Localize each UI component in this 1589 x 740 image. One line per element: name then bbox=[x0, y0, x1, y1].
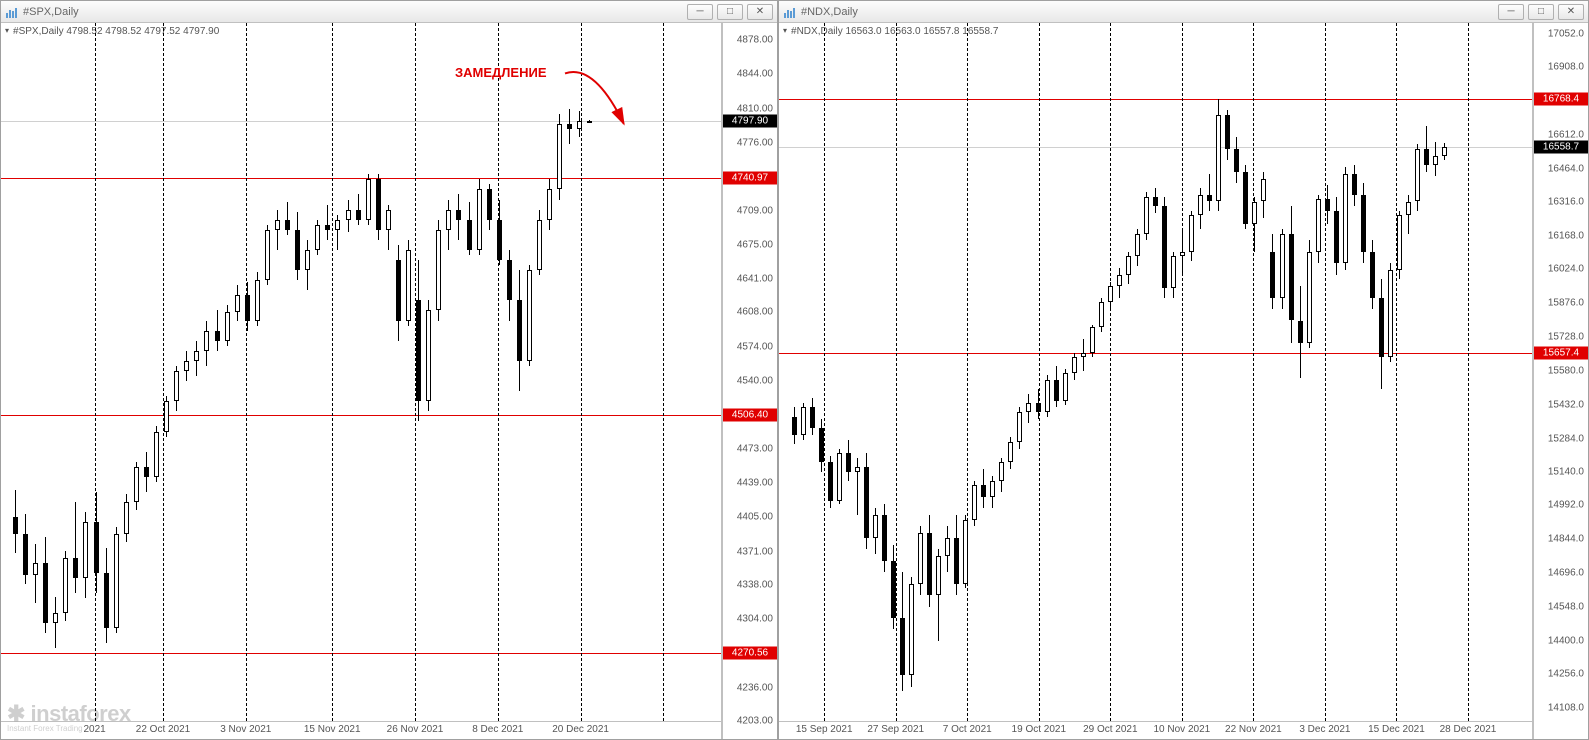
y-tick: 17052.0 bbox=[1548, 28, 1584, 39]
y-tick: 14844.0 bbox=[1548, 534, 1584, 545]
y-tick: 4371.00 bbox=[737, 546, 773, 557]
price-marker: 4740.97 bbox=[723, 172, 777, 185]
horizontal-line bbox=[779, 147, 1532, 148]
horizontal-line bbox=[779, 99, 1532, 100]
y-tick: 16464.0 bbox=[1548, 163, 1584, 174]
close-button[interactable]: ✕ bbox=[747, 4, 773, 20]
y-tick: 4405.00 bbox=[737, 512, 773, 523]
y-tick: 4304.00 bbox=[737, 614, 773, 625]
price-marker: 15657.4 bbox=[1534, 347, 1588, 360]
y-tick: 14696.0 bbox=[1548, 568, 1584, 579]
vertical-gridline bbox=[1468, 23, 1469, 721]
y-tick: 14400.0 bbox=[1548, 635, 1584, 646]
x-tick: 26 Nov 2021 bbox=[387, 724, 444, 735]
y-tick: 15876.0 bbox=[1548, 298, 1584, 309]
chart-body: ▾#SPX,Daily 4798.52 4798.52 4797.52 4797… bbox=[1, 23, 777, 739]
y-tick: 14992.0 bbox=[1548, 500, 1584, 511]
y-tick: 16168.0 bbox=[1548, 231, 1584, 242]
y-tick: 15140.0 bbox=[1548, 466, 1584, 477]
y-tick: 16024.0 bbox=[1548, 264, 1584, 275]
x-tick: 28 Dec 2021 bbox=[1440, 724, 1497, 735]
y-tick: 4810.00 bbox=[737, 103, 773, 114]
y-tick: 4844.00 bbox=[737, 69, 773, 80]
title-bar: #SPX,Daily ─ □ ✕ bbox=[1, 1, 777, 23]
y-tick: 16316.0 bbox=[1548, 197, 1584, 208]
y-tick: 4439.00 bbox=[737, 477, 773, 488]
y-tick: 4776.00 bbox=[737, 138, 773, 149]
x-tick: 7 Oct 2021 bbox=[943, 724, 992, 735]
y-tick: 4608.00 bbox=[737, 307, 773, 318]
chart-icon bbox=[5, 5, 19, 19]
close-button[interactable]: ✕ bbox=[1558, 4, 1584, 20]
plot-area[interactable]: ▾#NDX,Daily 16563.0 16563.0 16557.8 1655… bbox=[779, 23, 1533, 739]
y-tick: 15432.0 bbox=[1548, 399, 1584, 410]
y-tick: 14108.0 bbox=[1548, 702, 1584, 713]
vertical-gridline bbox=[1253, 23, 1254, 721]
title-bar: #NDX,Daily ─ □ ✕ bbox=[779, 1, 1588, 23]
window-title: #SPX,Daily bbox=[23, 6, 79, 18]
price-marker: 4506.40 bbox=[723, 408, 777, 421]
x-tick: 22 Oct 2021 bbox=[136, 724, 190, 735]
chart-icon bbox=[783, 5, 797, 19]
window-title: #NDX,Daily bbox=[801, 6, 858, 18]
y-tick: 4203.00 bbox=[737, 716, 773, 727]
y-tick: 16908.0 bbox=[1548, 61, 1584, 72]
x-tick: 15 Sep 2021 bbox=[796, 724, 853, 735]
y-tick: 4540.00 bbox=[737, 376, 773, 387]
y-axis: 17052.0 16908.0 16612.0 16464.0 16316.0 16168… bbox=[1533, 23, 1588, 739]
y-axis: 4878.00 4844.00 4810.00 4776.00 4709.00 4675.… bbox=[722, 23, 777, 739]
y-tick: 15580.0 bbox=[1548, 365, 1584, 376]
annotation-arrow bbox=[1, 23, 721, 721]
y-tick: 4473.00 bbox=[737, 443, 773, 454]
y-tick: 4641.00 bbox=[737, 274, 773, 285]
minimize-button[interactable]: ─ bbox=[1498, 4, 1524, 20]
price-marker: 16768.4 bbox=[1534, 92, 1588, 105]
y-tick: 4236.00 bbox=[737, 682, 773, 693]
x-tick: 22 Nov 2021 bbox=[1225, 724, 1282, 735]
y-tick: 4574.00 bbox=[737, 341, 773, 352]
x-tick: 19 Oct 2021 bbox=[1012, 724, 1066, 735]
plot-area[interactable]: ▾#SPX,Daily 4798.52 4798.52 4797.52 4797… bbox=[1, 23, 722, 739]
x-tick: 8 Dec 2021 bbox=[472, 724, 523, 735]
price-marker: 4270.56 bbox=[723, 646, 777, 659]
vertical-gridline bbox=[1182, 23, 1183, 721]
maximize-button[interactable]: □ bbox=[717, 4, 743, 20]
y-tick: 4709.00 bbox=[737, 205, 773, 216]
x-tick: 10 Nov 2021 bbox=[1153, 724, 1210, 735]
y-tick: 4675.00 bbox=[737, 239, 773, 250]
chart-window-spx: #SPX,Daily ─ □ ✕ ▾#SPX,Daily 4798.52 479… bbox=[0, 0, 778, 740]
vertical-gridline bbox=[1039, 23, 1040, 721]
y-tick: 15284.0 bbox=[1548, 433, 1584, 444]
vertical-gridline bbox=[1110, 23, 1111, 721]
y-tick: 14548.0 bbox=[1548, 602, 1584, 613]
vertical-gridline bbox=[967, 23, 968, 721]
x-axis: 15 Sep 2021 27 Sep 2021 7 Oct 2021 19 Oct 2… bbox=[779, 721, 1532, 739]
x-tick: 29 Oct 2021 bbox=[1083, 724, 1137, 735]
chart-body: ▾#NDX,Daily 16563.0 16563.0 16557.8 1655… bbox=[779, 23, 1588, 739]
x-tick: 3 Dec 2021 bbox=[1299, 724, 1350, 735]
y-tick: 4878.00 bbox=[737, 35, 773, 46]
vertical-gridline bbox=[1396, 23, 1397, 721]
minimize-button[interactable]: ─ bbox=[687, 4, 713, 20]
chart-window-ndx: #NDX,Daily ─ □ ✕ ▾#NDX,Daily 16563.0 165… bbox=[778, 0, 1589, 740]
x-tick: 15 Dec 2021 bbox=[1368, 724, 1425, 735]
vertical-gridline bbox=[1325, 23, 1326, 721]
y-tick: 15728.0 bbox=[1548, 331, 1584, 342]
horizontal-line bbox=[779, 353, 1532, 354]
vertical-gridline bbox=[824, 23, 825, 721]
y-tick: 16612.0 bbox=[1548, 129, 1584, 140]
price-marker: 4797.90 bbox=[723, 114, 777, 127]
x-tick: 20 Dec 2021 bbox=[552, 724, 609, 735]
x-tick: 15 Nov 2021 bbox=[304, 724, 361, 735]
x-tick: 27 Sep 2021 bbox=[867, 724, 924, 735]
y-tick: 14256.0 bbox=[1548, 668, 1584, 679]
x-tick: 3 Nov 2021 bbox=[220, 724, 271, 735]
maximize-button[interactable]: □ bbox=[1528, 4, 1554, 20]
price-marker: 16558.7 bbox=[1534, 140, 1588, 153]
y-tick: 4338.00 bbox=[737, 579, 773, 590]
